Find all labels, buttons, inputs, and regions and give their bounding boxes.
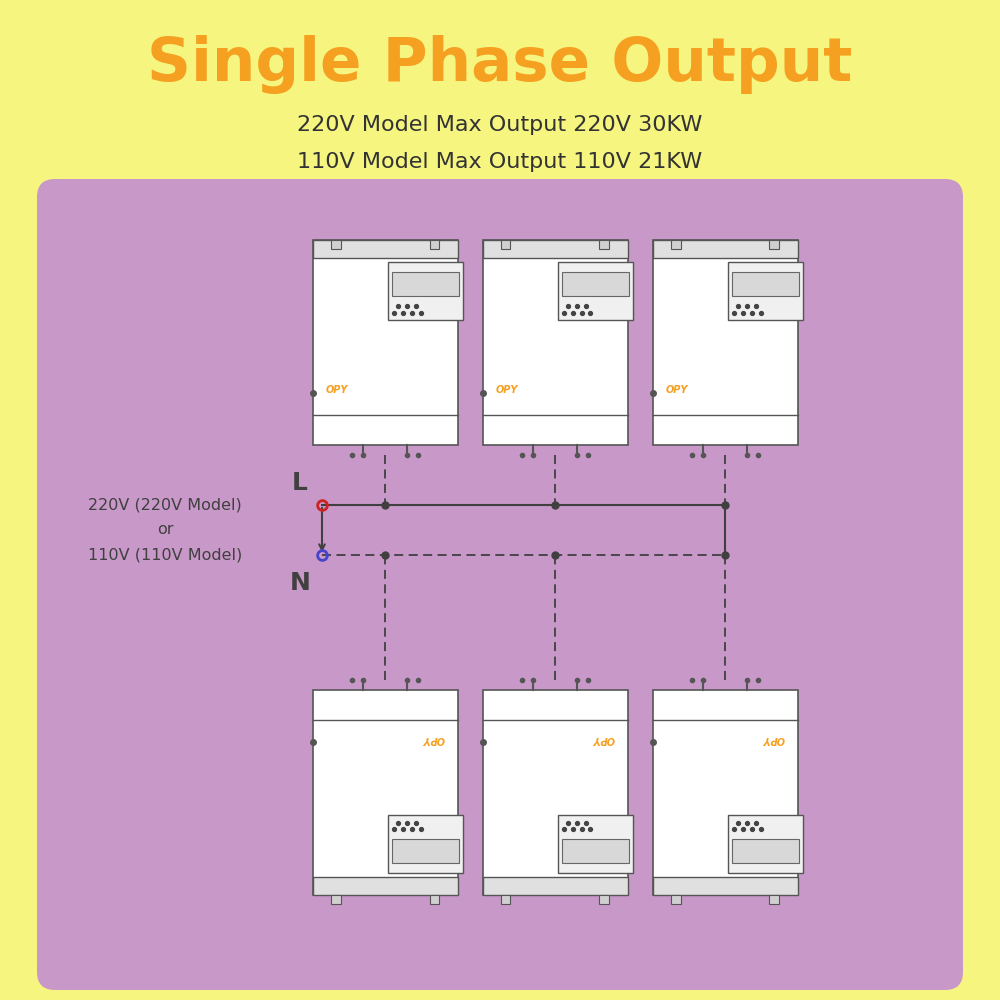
Text: L: L bbox=[292, 471, 308, 495]
Text: Single Phase Output: Single Phase Output bbox=[147, 35, 853, 95]
Text: OPY: OPY bbox=[762, 734, 785, 744]
Text: 220V (220V Model)
or
110V (110V Model): 220V (220V Model) or 110V (110V Model) bbox=[88, 498, 242, 562]
Bar bbox=[599, 240, 609, 249]
Bar bbox=[392, 272, 458, 296]
Bar bbox=[728, 815, 802, 873]
Bar bbox=[769, 240, 779, 249]
Bar bbox=[501, 240, 510, 249]
Text: OPY: OPY bbox=[422, 734, 444, 744]
Text: OPY: OPY bbox=[592, 734, 614, 744]
Bar bbox=[558, 815, 633, 873]
Bar bbox=[482, 240, 628, 258]
Bar bbox=[482, 690, 628, 895]
Bar bbox=[728, 262, 802, 320]
Bar bbox=[599, 895, 609, 904]
Text: 220V Model Max Output 220V 30KW: 220V Model Max Output 220V 30KW bbox=[297, 115, 703, 135]
Bar bbox=[652, 690, 798, 895]
Text: OPY: OPY bbox=[666, 385, 688, 395]
Bar bbox=[652, 877, 798, 895]
Bar bbox=[558, 262, 633, 320]
FancyBboxPatch shape bbox=[37, 179, 963, 990]
Bar bbox=[732, 839, 798, 863]
Text: OPY: OPY bbox=[496, 385, 518, 395]
Text: OPY: OPY bbox=[326, 385, 348, 395]
Bar bbox=[312, 240, 458, 445]
Bar bbox=[670, 895, 680, 904]
Bar bbox=[501, 895, 510, 904]
Bar bbox=[652, 240, 798, 258]
Bar bbox=[562, 272, 629, 296]
Bar bbox=[392, 839, 458, 863]
Bar bbox=[562, 839, 629, 863]
Bar bbox=[330, 240, 340, 249]
Bar bbox=[482, 240, 628, 445]
Bar bbox=[732, 272, 798, 296]
Text: N: N bbox=[290, 571, 310, 595]
Bar bbox=[670, 240, 680, 249]
Bar bbox=[430, 895, 439, 904]
Bar bbox=[430, 240, 439, 249]
Bar bbox=[330, 895, 340, 904]
Bar bbox=[312, 877, 458, 895]
Bar bbox=[312, 240, 458, 258]
Bar bbox=[312, 690, 458, 895]
Bar bbox=[482, 877, 628, 895]
Bar bbox=[388, 262, 462, 320]
Text: 110V Model Max Output 110V 21KW: 110V Model Max Output 110V 21KW bbox=[297, 152, 703, 172]
Bar bbox=[388, 815, 462, 873]
Bar bbox=[769, 895, 779, 904]
Bar bbox=[652, 240, 798, 445]
